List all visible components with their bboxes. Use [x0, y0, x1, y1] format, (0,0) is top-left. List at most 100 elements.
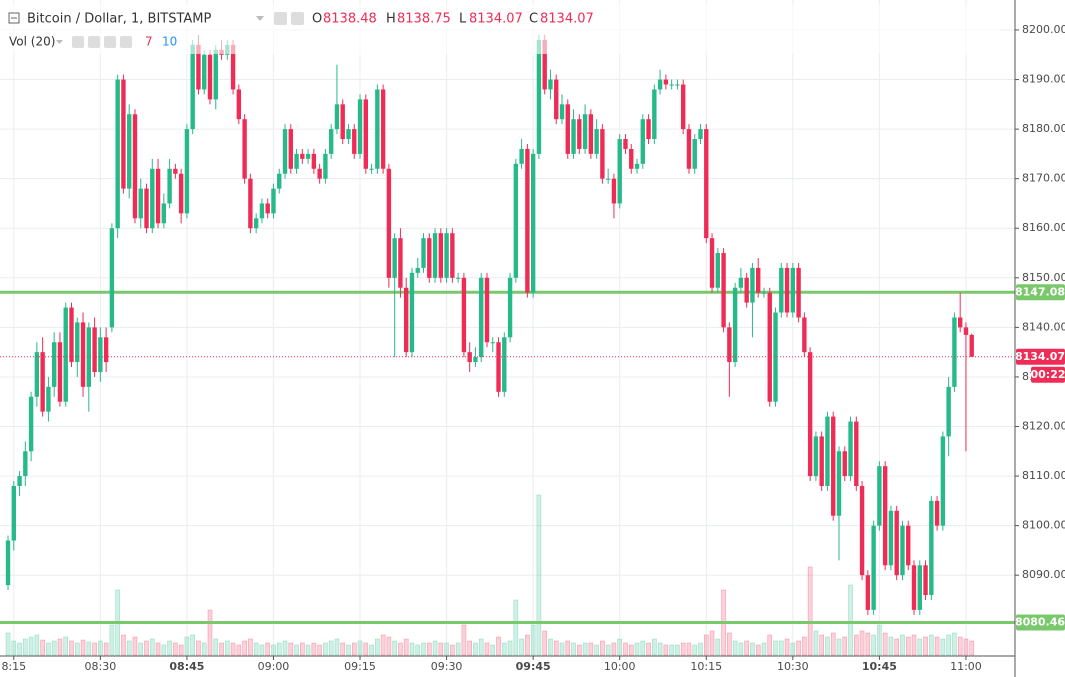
candle-body: [213, 49, 218, 100]
plot: [0, 34, 1015, 624]
candle-body: [282, 129, 288, 174]
volume-bar: [328, 640, 334, 656]
volume-bar: [161, 644, 167, 656]
volume-bar: [588, 642, 594, 656]
candle-body: [352, 129, 357, 154]
volume-bar: [438, 642, 444, 656]
candle-body: [473, 357, 478, 363]
candle-body: [450, 233, 455, 278]
volume-bar: [403, 638, 409, 656]
volume-bar: [184, 636, 190, 656]
volume-bar: [675, 644, 680, 656]
volume-bar: [548, 638, 553, 656]
candle-body: [248, 178, 253, 229]
x-tick-label: 09:30: [431, 660, 463, 673]
candle-body: [507, 277, 513, 338]
candle-body: [334, 104, 340, 130]
candle-body: [767, 292, 772, 402]
candle-body: [121, 79, 126, 189]
volume-bar: [149, 638, 155, 656]
candle-body: [40, 352, 45, 412]
volume-bar: [848, 584, 853, 656]
candle-body: [398, 238, 403, 288]
volume-bar: [623, 642, 628, 656]
volume-bar: [802, 636, 807, 656]
volume-bar: [276, 642, 282, 656]
candle-body: [202, 54, 207, 90]
dropdown-arrow[interactable]: [256, 16, 264, 21]
x-tick-label: 09:00: [258, 660, 290, 673]
volume-bar: [934, 636, 940, 656]
candle-body: [479, 277, 484, 358]
candle-body: [271, 188, 276, 214]
volume-bar: [201, 642, 207, 656]
volume-bar: [455, 642, 461, 656]
candle-body: [300, 153, 305, 159]
volume-bar: [190, 634, 196, 656]
volume-bar: [224, 640, 230, 656]
volume-bar: [744, 640, 749, 656]
dropdown-arrow[interactable]: [56, 40, 63, 44]
eye-icon[interactable]: [274, 12, 287, 25]
candle-body: [946, 386, 951, 437]
candle-body: [432, 233, 438, 278]
add-icon[interactable]: [104, 36, 116, 48]
volume-bar: [421, 642, 426, 656]
volume-bar: [888, 636, 894, 656]
volume-bar: [900, 634, 905, 656]
volume-bar: [952, 632, 957, 656]
volume-bar: [28, 636, 34, 656]
settings-icon[interactable]: [291, 12, 304, 25]
candle-body: [692, 139, 697, 169]
volume-bar: [467, 640, 472, 656]
candle-body: [634, 163, 640, 169]
y-tick-label: 8100.00: [1022, 519, 1065, 532]
eye-icon[interactable]: [72, 36, 84, 48]
candle-body: [854, 421, 859, 486]
volume-bar: [600, 640, 605, 656]
candle-body: [23, 451, 28, 477]
volume-bar: [132, 636, 138, 656]
volume-legend-name[interactable]: Vol (20): [9, 35, 55, 49]
candle-body: [92, 327, 97, 372]
volume-bar: [698, 642, 703, 656]
volume-bar: [559, 642, 565, 656]
volume-bar: [213, 638, 219, 656]
candle-body: [103, 337, 109, 363]
settings-icon[interactable]: [88, 36, 100, 48]
y-tick-label: 8180.00: [1022, 122, 1065, 135]
volume-bar: [167, 640, 172, 656]
remove-icon[interactable]: [120, 36, 132, 48]
x-tick-label: 10:45: [862, 660, 897, 673]
price-label: 8080.46: [1015, 615, 1065, 628]
volume-pane: [5, 494, 975, 656]
candle-body: [629, 148, 634, 169]
candle-body: [646, 119, 651, 140]
volume-bar: [86, 641, 92, 656]
candle-body: [721, 253, 726, 328]
candle-body: [155, 168, 161, 224]
volume-bar: [415, 644, 421, 656]
low-label: L: [459, 12, 467, 27]
volume-bar: [542, 630, 548, 656]
volume-bar: [98, 640, 103, 656]
volume-bar: [17, 642, 22, 656]
volume-bar: [917, 638, 923, 656]
candle-body: [288, 129, 293, 169]
collapse-icon[interactable]: [8, 12, 20, 24]
symbol-title[interactable]: Bitcoin / Dollar, 1, BITSTAMP: [27, 12, 212, 27]
volume-bar: [727, 632, 732, 656]
candle-body: [259, 203, 265, 219]
volume-bar: [23, 638, 28, 656]
x-tick-label: 09:15: [344, 660, 376, 673]
candle-body: [588, 114, 594, 154]
candle-body: [305, 153, 311, 159]
candle-body: [848, 421, 853, 477]
volume-bar: [138, 642, 144, 656]
candle-body: [623, 139, 628, 149]
candle-body: [427, 238, 432, 278]
x-tick-label: 09:45: [516, 660, 551, 673]
candle-body: [698, 129, 703, 140]
volume-bar: [5, 632, 11, 656]
candle-body: [842, 451, 847, 477]
